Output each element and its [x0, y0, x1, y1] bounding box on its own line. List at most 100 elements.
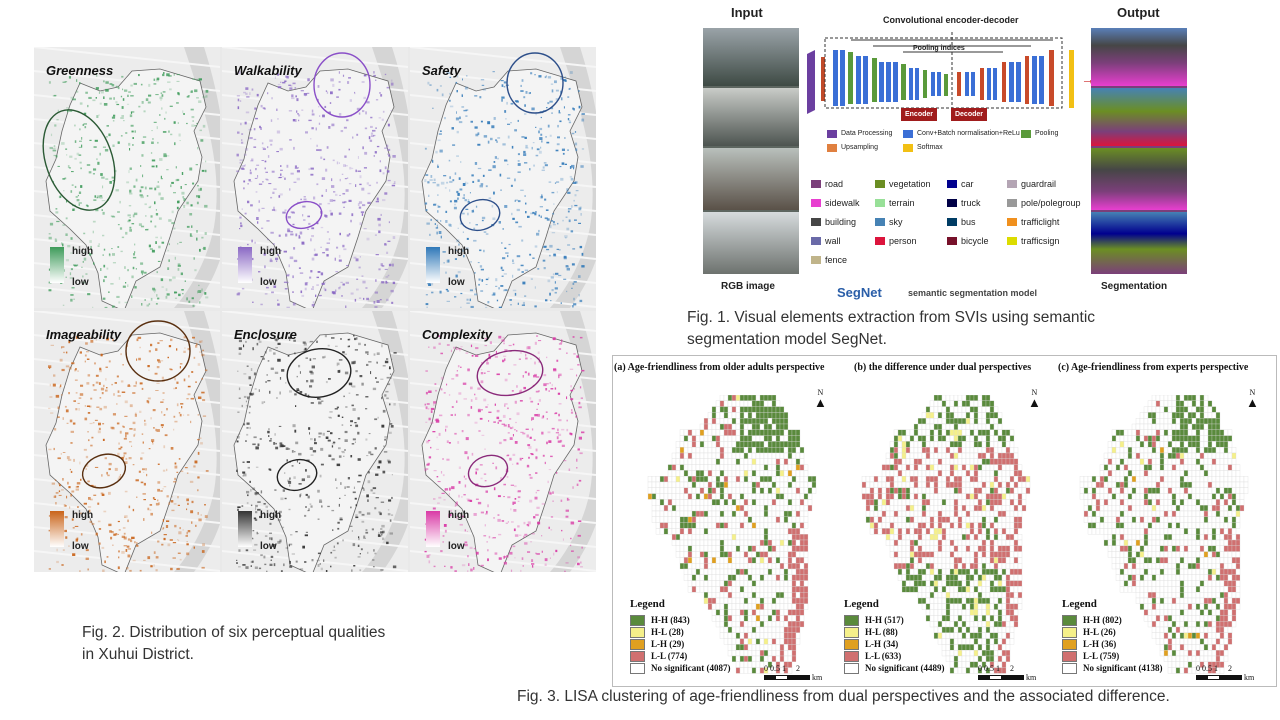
class-swatch — [947, 237, 957, 245]
input-photo-1 — [703, 28, 799, 86]
fig1-caption: Fig. 1. Visual elements extraction from … — [687, 307, 1095, 351]
highlight-ellipse — [276, 458, 318, 492]
north-label: N — [1249, 388, 1256, 397]
fig2-caption-line1: Fig. 2. Distribution of six perceptual q… — [82, 624, 386, 641]
fig3-panel-title: (b) the difference under dual perspectiv… — [854, 362, 1032, 373]
legend-high-label: high — [260, 510, 282, 521]
legend-gradient-bar — [426, 511, 440, 547]
legend-low-label: low — [448, 277, 465, 288]
fig1-network-diagram — [807, 32, 1074, 114]
legend-row: H-L (26) — [1062, 626, 1163, 638]
legend-label: L-L (759) — [1083, 651, 1120, 661]
fig2-grid: Greenness high low Walkability high low Safety… — [34, 47, 596, 572]
legend-high-label: high — [448, 246, 470, 257]
fig1-model-name: SegNet — [837, 285, 882, 300]
fig3-panel-title: (c) Age-friendliness from experts perspe… — [1058, 362, 1249, 373]
class-swatch — [875, 237, 885, 245]
class-swatch — [1007, 199, 1017, 207]
legend-gradient-bar — [50, 247, 64, 283]
fig3-caption: Fig. 3. LISA clustering of age-friendlin… — [517, 688, 1170, 705]
legend-low-label: low — [72, 541, 89, 552]
fig1-input-label: Input — [731, 5, 763, 20]
input-photo-2 — [703, 88, 799, 146]
legend-label: No significant (4138) — [1083, 663, 1163, 673]
layer-swatch — [1021, 130, 1031, 138]
legend-label: H-H (517) — [865, 615, 904, 625]
legend-swatch — [844, 650, 859, 662]
highlight-ellipse — [81, 453, 127, 489]
class-label: wall — [825, 236, 841, 246]
highlight-ellipse — [459, 198, 501, 232]
legend-label: H-H (802) — [1083, 615, 1122, 625]
legend-label: L-H (36) — [1083, 639, 1117, 649]
panel-title: Complexity — [422, 327, 493, 342]
class-label: guardrail — [1021, 179, 1057, 189]
legend-swatch — [1062, 614, 1077, 626]
legend-label: H-H (843) — [651, 615, 690, 625]
highlight-ellipse — [125, 320, 191, 382]
layer-label: Upsampling — [841, 144, 878, 151]
layer-label: Softmax — [917, 144, 943, 151]
class-label: fence — [825, 255, 848, 265]
legend-high-label: high — [72, 246, 94, 257]
layer-label: Conv+Batch normalisation+ReLu — [917, 130, 1020, 137]
fig1-seg-label: Segmentation — [1101, 281, 1168, 292]
legend-low-label: low — [448, 541, 465, 552]
district-map — [222, 47, 408, 308]
input-photo-4 — [703, 212, 799, 274]
fig1-caption-line2: segmentation model SegNet. — [687, 331, 887, 348]
legend-label: L-L (633) — [865, 651, 902, 661]
output-seg-1 — [1091, 28, 1187, 86]
fig1-output-label: Output — [1117, 5, 1160, 20]
map-panel-imageability: Imageability high low — [34, 311, 220, 572]
class-label: pole/polegroup — [1021, 198, 1081, 208]
class-label: sidewalk — [825, 198, 860, 208]
layer-label: Pooling — [1035, 130, 1059, 137]
panel-title: Safety — [422, 63, 462, 78]
north-arrow-icon: N ▲ — [1028, 388, 1041, 409]
fig1-center-title: Convolutional encoder-decoder — [883, 15, 1019, 25]
fig3-legend: Legend H-H (843) H-L (28) L-H (29) L-L (774)… — [630, 598, 731, 674]
fig1-encoder-label: Encoder — [901, 108, 937, 121]
class-swatch — [947, 218, 957, 226]
class-label: sky — [889, 217, 903, 227]
north-arrow-icon: N ▲ — [814, 388, 827, 409]
class-swatch — [1007, 237, 1017, 245]
legend-swatch — [844, 614, 859, 626]
class-label: truck — [961, 198, 981, 208]
legend-swatch — [630, 638, 645, 650]
legend-low-label: low — [260, 541, 277, 552]
fig1-input-images — [703, 28, 799, 274]
class-label: terrain — [889, 198, 915, 208]
scale-ticks: 0 0.5 1 2 — [1196, 664, 1232, 673]
scale-ticks: 0 0.5 1 2 — [764, 664, 800, 673]
legend-row: L-H (34) — [844, 638, 945, 650]
lisa-map — [647, 395, 817, 674]
legend-high-label: high — [448, 510, 470, 521]
legend-swatch — [844, 626, 859, 638]
legend-label: No significant (4489) — [865, 663, 945, 673]
fig3-legend: Legend H-H (517) H-L (88) L-H (34) L-L (633)… — [844, 598, 945, 674]
legend-high-label: high — [260, 246, 282, 257]
scale-unit: km — [1026, 673, 1037, 682]
legend-row: L-L (774) — [630, 650, 731, 662]
highlight-ellipse — [285, 200, 323, 230]
class-label: bicycle — [961, 236, 989, 246]
legend-high-label: high — [72, 510, 94, 521]
class-swatch — [811, 199, 821, 207]
legend-row: No significant (4138) — [1062, 662, 1163, 674]
class-label: building — [825, 217, 857, 227]
class-swatch — [811, 256, 821, 264]
north-arrow-glyph: ▲ — [814, 395, 827, 410]
lisa-map — [861, 395, 1031, 674]
district-map — [410, 311, 596, 572]
scale-bar: 0 0.5 1 2 km — [764, 664, 822, 682]
legend-swatch — [844, 662, 859, 674]
layer-swatch — [827, 130, 837, 138]
class-label: vegetation — [889, 179, 931, 189]
district-map — [410, 47, 596, 308]
north-label: N — [1031, 388, 1038, 397]
class-swatch — [811, 180, 821, 188]
highlight-ellipse — [313, 52, 371, 118]
legend-gradient-bar — [50, 511, 64, 547]
